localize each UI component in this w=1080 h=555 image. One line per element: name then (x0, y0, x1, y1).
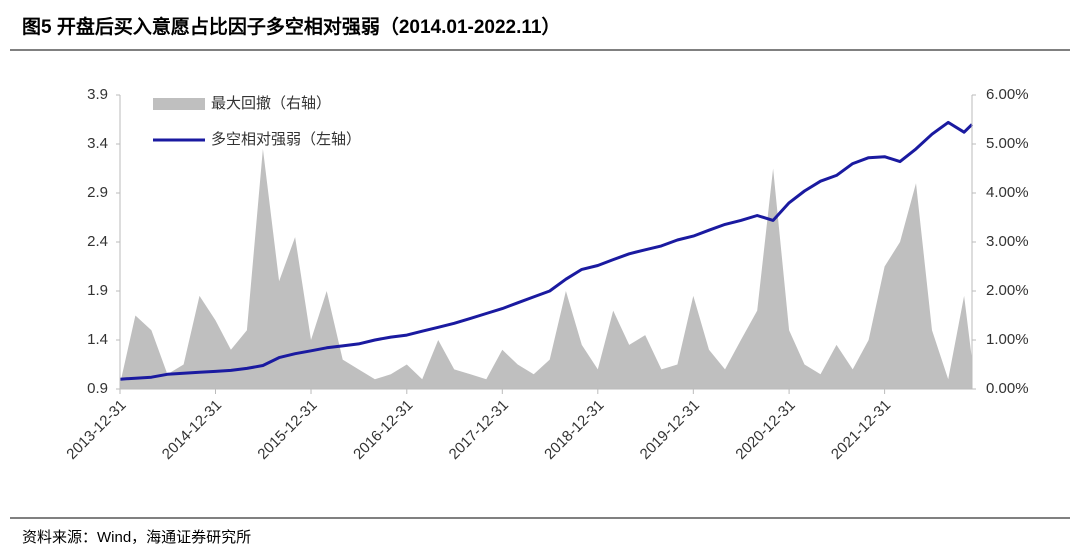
y-tick-label: 3.4 (87, 135, 108, 152)
legend-label: 多空相对强弱（左轴） (211, 131, 361, 148)
y2-tick-label: 0.00% (986, 380, 1029, 397)
x-tick-label: 2014-12-31 (159, 397, 225, 463)
y-tick-label: 2.4 (87, 233, 108, 250)
drawdown-area (120, 148, 972, 389)
x-tick-label: 2019-12-31 (637, 397, 703, 463)
y2-tick-label: 2.00% (986, 282, 1029, 299)
y2-tick-label: 5.00% (986, 135, 1029, 152)
y-tick-label: 1.9 (87, 282, 108, 299)
y-tick-label: 2.9 (87, 184, 108, 201)
x-tick-label: 2020-12-31 (732, 397, 798, 463)
chart-title: 图5 开盘后买入意愿占比因子多空相对强弱（2014.01-2022.11） (22, 15, 561, 38)
x-tick-label: 2021-12-31 (828, 397, 894, 463)
x-tick-label: 2017-12-31 (446, 397, 512, 463)
x-tick-label: 2016-12-31 (350, 397, 416, 463)
legend-swatch (153, 98, 205, 110)
x-tick-label: 2018-12-31 (541, 397, 607, 463)
y-tick-label: 3.9 (87, 86, 108, 103)
x-tick-label: 2015-12-31 (254, 397, 320, 463)
y2-tick-label: 6.00% (986, 86, 1029, 103)
y-tick-label: 0.9 (87, 380, 108, 397)
strength-line (119, 120, 974, 381)
y2-tick-label: 1.00% (986, 331, 1029, 348)
y-tick-label: 1.4 (87, 331, 108, 348)
y2-tick-label: 3.00% (986, 233, 1029, 250)
y2-tick-label: 4.00% (986, 184, 1029, 201)
x-tick-label: 2013-12-31 (63, 397, 129, 463)
legend-label: 最大回撤（右轴） (211, 95, 331, 112)
source: 资料来源：Wind，海通证券研究所 (22, 529, 251, 546)
